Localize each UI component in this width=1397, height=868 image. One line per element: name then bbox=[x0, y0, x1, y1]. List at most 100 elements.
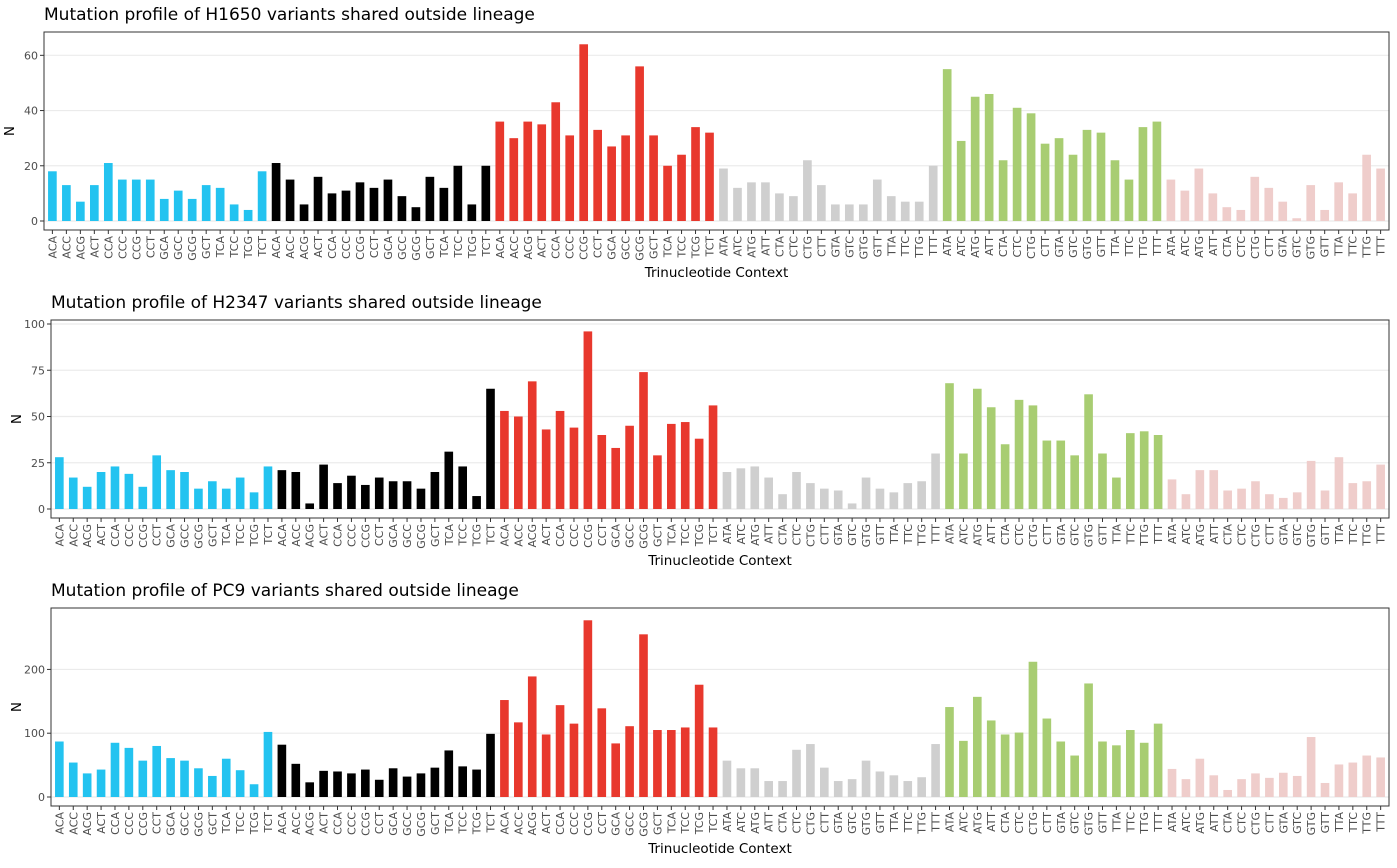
bar-ccg-23 bbox=[355, 182, 365, 221]
bar-tcc-46 bbox=[677, 154, 686, 221]
x-tick-label: CTA bbox=[1222, 812, 1235, 834]
bar-gca-9 bbox=[166, 758, 175, 797]
x-tick-label: TCT bbox=[485, 812, 498, 834]
bar-tta-93 bbox=[1334, 764, 1344, 797]
x-tick-label: ATC bbox=[955, 236, 968, 257]
x-tick-label: TCG bbox=[248, 524, 261, 547]
bar-ttg-79 bbox=[1139, 431, 1149, 509]
x-tick-label: TCT bbox=[485, 524, 498, 546]
x-tick-label: CCG bbox=[582, 524, 595, 548]
bar-acc-2 bbox=[68, 762, 78, 797]
bar-att-84 bbox=[1209, 775, 1219, 797]
x-tick-label: GTA bbox=[1277, 812, 1290, 834]
x-tick-label: CTC bbox=[1011, 236, 1024, 258]
bar-ata-81 bbox=[1167, 768, 1177, 797]
chart-panel-3: Mutation profile of PC9 variants shared … bbox=[9, 581, 1390, 857]
x-tick-label: GCG bbox=[192, 812, 205, 837]
bar-gcg-11 bbox=[194, 768, 203, 797]
bar-acg-35 bbox=[527, 381, 537, 509]
x-tick-label: TCC bbox=[234, 812, 247, 835]
bar-tca-13 bbox=[215, 187, 225, 221]
bar-att-68 bbox=[984, 93, 994, 221]
x-tick-label: CTT bbox=[1263, 812, 1276, 833]
x-tick-label: TCG bbox=[466, 236, 479, 259]
x-tick-label: TTT bbox=[927, 236, 940, 257]
bar-tta-77 bbox=[1110, 160, 1120, 221]
x-tick-label: ATT bbox=[759, 236, 772, 256]
y-tick-label: 200 bbox=[24, 663, 45, 676]
x-tick-label: ACA bbox=[276, 524, 289, 547]
bar-ctc-54 bbox=[789, 196, 798, 221]
bar-ata-49 bbox=[722, 760, 732, 797]
x-tick-label: CCC bbox=[116, 236, 129, 259]
x-tick-label: ACT bbox=[312, 236, 325, 258]
bar-cct-24 bbox=[374, 477, 384, 509]
bar-gtt-60 bbox=[875, 488, 885, 509]
bar-ata-65 bbox=[945, 707, 954, 797]
bar-ctc-86 bbox=[1237, 779, 1246, 797]
bar-aca-33 bbox=[500, 410, 509, 509]
bar-ccg-7 bbox=[138, 486, 148, 509]
bar-atc-82 bbox=[1181, 779, 1191, 797]
x-tick-label: ACG bbox=[74, 236, 87, 260]
x-tick-label: TTC bbox=[1124, 812, 1137, 834]
x-tick-label: GTG bbox=[857, 236, 870, 259]
bar-ttc-62 bbox=[903, 483, 913, 509]
x-tick-label: CCC bbox=[345, 812, 358, 835]
x-tick-label: CTG bbox=[1249, 812, 1262, 835]
bar-acg-3 bbox=[76, 201, 85, 221]
bar-atg-51 bbox=[750, 768, 760, 797]
bar-ctc-86 bbox=[1237, 488, 1246, 509]
bar-gta-89 bbox=[1278, 201, 1288, 221]
x-tick-label: TTC bbox=[902, 812, 915, 834]
x-tick-label: ATA bbox=[721, 812, 734, 833]
bar-act-4 bbox=[96, 472, 106, 509]
bar-gcc-42 bbox=[625, 726, 634, 797]
x-tick-label: GTG bbox=[1305, 236, 1318, 259]
x-tick-label: GTG bbox=[1305, 812, 1318, 835]
bar-atc-50 bbox=[736, 468, 746, 509]
x-tick-label: CCT bbox=[368, 236, 381, 258]
x-tick-label: ATC bbox=[731, 236, 744, 257]
bar-cca-37 bbox=[555, 705, 565, 797]
x-tick-label: TTG bbox=[1361, 236, 1374, 259]
bar-act-36 bbox=[541, 734, 551, 797]
bar-att-68 bbox=[986, 407, 996, 509]
chart-title: Mutation profile of H2347 variants share… bbox=[51, 293, 542, 313]
bar-gcg-27 bbox=[411, 207, 421, 221]
bar-act-20 bbox=[319, 770, 328, 797]
bar-ccc-6 bbox=[117, 179, 127, 221]
x-tick-label: ATA bbox=[943, 812, 956, 833]
x-tick-label: GTC bbox=[1069, 524, 1082, 546]
x-tick-label: GTA bbox=[1055, 524, 1068, 546]
x-tick-label: TCC bbox=[452, 236, 465, 259]
bar-ata-65 bbox=[942, 69, 952, 221]
bar-gcc-26 bbox=[402, 481, 412, 509]
bar-ttc-78 bbox=[1125, 730, 1135, 797]
x-tick-label: TTC bbox=[1123, 236, 1136, 258]
bar-acc-34 bbox=[514, 722, 523, 797]
x-tick-label: GCT bbox=[429, 812, 442, 835]
bar-ttg-95 bbox=[1362, 481, 1372, 509]
bar-ccg-39 bbox=[579, 44, 589, 221]
x-tick-label: TTC bbox=[1124, 524, 1137, 546]
bar-acc-2 bbox=[62, 185, 71, 221]
bar-ccg-23 bbox=[361, 769, 370, 797]
x-tick-label: GCG bbox=[415, 524, 428, 549]
x-tick-label: GTA bbox=[829, 236, 842, 258]
x-tick-label: CCG bbox=[578, 236, 591, 260]
bar-gcc-10 bbox=[173, 190, 183, 221]
bar-ctt-88 bbox=[1264, 187, 1274, 221]
x-tick-label: ATT bbox=[983, 236, 996, 256]
bar-acc-18 bbox=[285, 179, 295, 221]
bar-atc-50 bbox=[733, 187, 742, 221]
bar-tcc-30 bbox=[458, 766, 468, 797]
bar-atg-51 bbox=[747, 182, 756, 221]
bar-cct-24 bbox=[369, 187, 379, 221]
x-tick-label: GTC bbox=[1067, 236, 1080, 258]
y-tick-label: 40 bbox=[24, 105, 38, 118]
x-tick-label: CTC bbox=[790, 812, 803, 834]
bar-ata-81 bbox=[1167, 479, 1177, 509]
bar-gta-73 bbox=[1056, 440, 1066, 509]
x-tick-label: ACC bbox=[67, 524, 80, 547]
